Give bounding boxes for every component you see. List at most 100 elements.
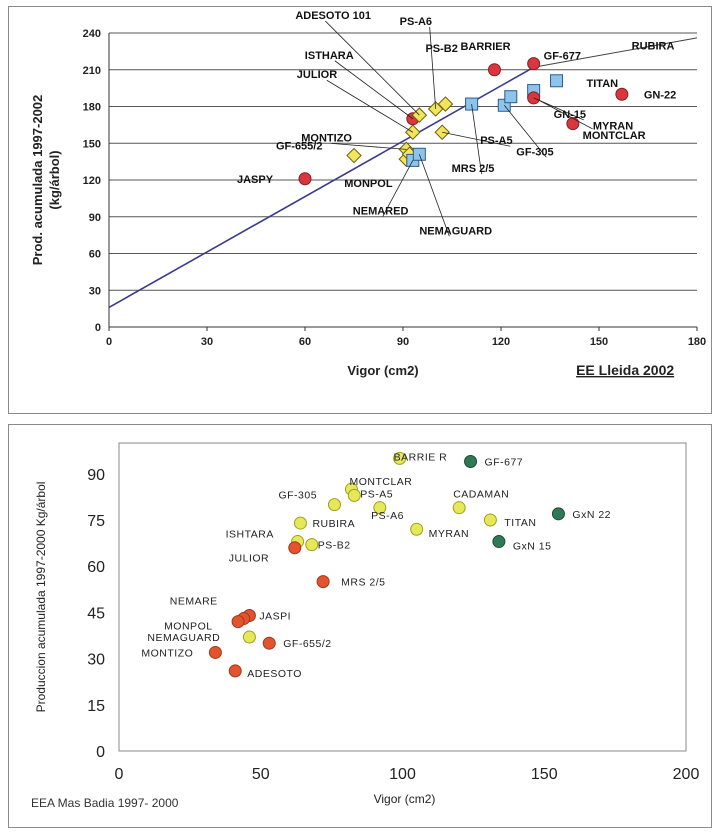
y-axis-label-line1: Prod. acumulada 1997-2002 (30, 95, 45, 266)
data-point (483, 513, 497, 527)
data-label: PS-B2 (318, 540, 351, 552)
data-label: GN-15 (554, 109, 586, 121)
data-point (464, 454, 478, 468)
data-label: MYRAN (429, 528, 469, 540)
y-tick-label: 60 (89, 249, 101, 261)
y-tick-label: 150 (83, 138, 101, 150)
y-tick-label: 0 (95, 322, 101, 334)
data-label: GF-305 (278, 490, 317, 502)
data-label: TITAN (587, 78, 619, 90)
leader-line (471, 103, 482, 175)
y-tick-label: 75 (87, 513, 105, 530)
data-label: RUBIRA (312, 518, 355, 530)
leader-line (334, 60, 414, 120)
data-label: MONTIZO (301, 132, 352, 144)
y-tick-label: 60 (87, 559, 105, 576)
data-label: TITAN (504, 517, 536, 529)
data-label: PS-A5 (360, 488, 393, 500)
x-tick-label: 0 (115, 766, 124, 783)
data-point (527, 57, 541, 71)
data-point (347, 488, 361, 502)
footer-label: EEA Mas Badia 1997- 2000 (31, 796, 179, 810)
data-label: PS-A5 (480, 135, 512, 147)
data-label: GF-655/2 (276, 141, 322, 153)
leader-line (331, 142, 407, 150)
y-tick-label: 45 (87, 605, 105, 622)
data-label: ADESOTO (247, 668, 302, 680)
data-point (615, 87, 629, 101)
x-tick-label: 50 (252, 766, 270, 783)
data-label: GN-22 (644, 89, 676, 101)
y-tick-label: 120 (83, 175, 101, 187)
y-tick-label: 90 (87, 467, 105, 484)
leader-line (429, 26, 437, 109)
chart-panel-lleida: 0 30 60 90 120 150 180 210 240 0 30 60 90 120 150 180 Vi… (8, 6, 712, 414)
data-point (327, 498, 341, 512)
data-point (242, 630, 256, 644)
data-point (373, 501, 387, 515)
data-label: GxN 15 (513, 541, 552, 553)
x-tick-label: 30 (201, 336, 213, 348)
data-point (316, 575, 330, 589)
data-label: PS-B2 (425, 43, 457, 55)
data-label: ISTHARA (305, 50, 354, 62)
data-point (305, 538, 319, 552)
data-point (298, 172, 312, 186)
data-point (452, 501, 466, 515)
data-point (228, 664, 242, 678)
data-label: MONPOL (344, 178, 393, 190)
y-axis-label: Produccion acumulada 1997-2000 Kg/árbol (34, 482, 48, 713)
footer-label: EE Lleida 2002 (576, 362, 674, 378)
data-label: NEMARED (353, 205, 409, 217)
data-label: MRS 2/5 (341, 577, 385, 589)
data-label: BARRIE R (394, 451, 448, 463)
data-label: MONTCLAR (583, 130, 646, 142)
data-point (293, 516, 307, 530)
x-tick-label: 100 (389, 766, 416, 783)
data-label: MONPOL (164, 621, 213, 633)
x-tick-label: 150 (531, 766, 558, 783)
leader-line (382, 160, 414, 217)
data-point (393, 451, 407, 465)
chart-mas-badia: 0 15 30 45 60 75 90 0 50 100 150 200 Vigor (cm2) Prod… (31, 442, 700, 810)
data-label: NEMAGUARD (147, 632, 220, 644)
data-label: GF-655/2 (283, 638, 331, 650)
data-point (346, 147, 362, 164)
data-point (208, 645, 222, 659)
data-label: JULIOR (229, 553, 269, 565)
data-point (262, 636, 276, 650)
y-tick-label: 210 (83, 65, 101, 77)
data-point (551, 507, 565, 521)
x-tick-label: 60 (299, 336, 311, 348)
y-tick-label: 180 (83, 102, 101, 114)
data-label: CADAMAN (453, 489, 509, 501)
data-label: GF-305 (516, 146, 553, 158)
data-label: ADESOTO 101 (295, 10, 371, 22)
y-tick-label: 0 (96, 744, 105, 761)
data-label: PS-A6 (400, 16, 432, 28)
data-label: JASPY (237, 174, 274, 186)
y-tick-label: 15 (87, 698, 105, 715)
leader-line (442, 131, 511, 147)
data-label: PS-A6 (371, 510, 404, 522)
x-tick-label: 200 (673, 766, 700, 783)
x-tick-label: 180 (688, 336, 706, 348)
data-label: MONTIZO (141, 647, 193, 659)
data-label: MRS 2/5 (452, 163, 495, 175)
data-point (550, 74, 564, 88)
y-axis-label-line2: (kg/árbol) (47, 150, 62, 209)
data-point (504, 90, 518, 104)
y-axis-label: Prod. acumulada 1997-2002 (kg/árbol) (30, 95, 62, 266)
chart-panel-mas-badia: 0 15 30 45 60 75 90 0 50 100 150 200 Vigor (cm2) Prod… (8, 424, 712, 828)
x-tick-label: 0 (106, 336, 112, 348)
data-point (405, 124, 421, 141)
x-tick-label: 150 (590, 336, 608, 348)
plot-area (118, 442, 687, 752)
trend-extension-line (533, 37, 698, 68)
trend-line (108, 66, 535, 309)
data-label: RUBIRA (632, 41, 675, 53)
chart-lleida: 0 30 60 90 120 150 180 210 240 0 30 60 90 120 150 180 Vi… (30, 10, 706, 378)
data-label: JULIOR (297, 69, 337, 81)
x-tick-label: 120 (492, 336, 510, 348)
data-point (487, 63, 501, 77)
